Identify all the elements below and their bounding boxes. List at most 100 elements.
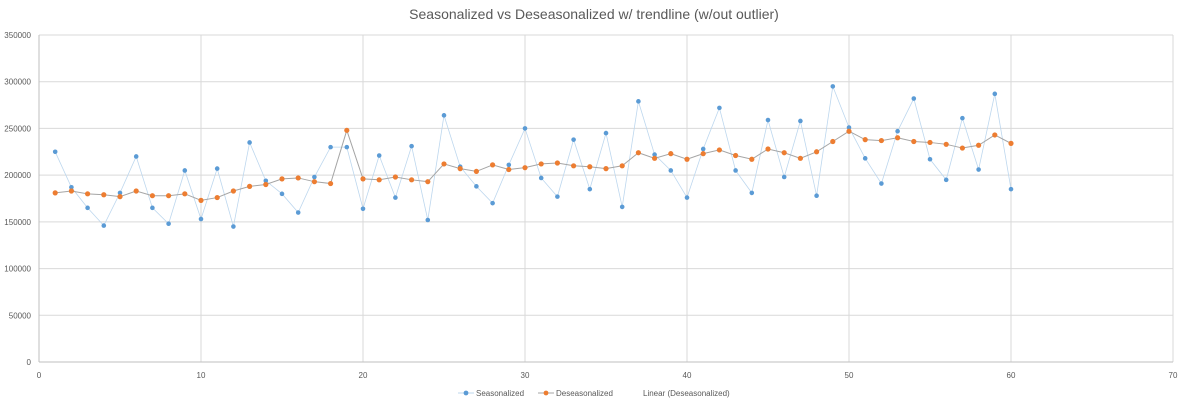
legend-label: Linear (Deseasonalized) (643, 389, 730, 398)
seasonalized-point (846, 125, 852, 130)
seasonalized-point (376, 153, 382, 158)
deseasonalized-point (878, 137, 885, 144)
grid (39, 34, 1174, 362)
seasonalized-point (749, 190, 755, 196)
seasonalized-point (814, 193, 819, 198)
deseasonalized-point (214, 194, 220, 201)
deseasonalized-point (328, 180, 334, 187)
seasonalized-point (992, 91, 998, 97)
x-tick-label: 60 (1007, 371, 1016, 380)
deseasonalized-point (457, 166, 463, 172)
seasonalized-point (976, 167, 981, 172)
seasonalized-point (133, 154, 139, 159)
deseasonalized-point (149, 193, 155, 199)
deseasonalized-point (52, 190, 58, 196)
seasonalized-point (619, 204, 625, 210)
seasonalized-point (247, 140, 252, 145)
x-tick-label: 50 (845, 371, 854, 380)
deseasonalized-point (749, 156, 755, 162)
seasonalized-point (231, 224, 236, 229)
seasonalized-point (182, 168, 188, 173)
deseasonalized-point (441, 161, 447, 167)
seasonalized-point (555, 194, 560, 199)
deseasonalized-point (473, 168, 479, 175)
deseasonalized-point (814, 149, 820, 155)
legend-marker-swatch (543, 390, 549, 396)
deseasonalized-point (554, 160, 561, 166)
seasonalized-point (52, 149, 58, 155)
seasonalized-point (150, 205, 155, 211)
deseasonalized-point (182, 191, 188, 197)
seasonalized-point (587, 186, 593, 192)
x-tick-label: 10 (197, 371, 206, 380)
y-tick-label: 300000 (4, 78, 31, 87)
chart-title: Seasonalized vs Deseasonalized w/ trendl… (409, 6, 779, 22)
y-tick-label: 100000 (4, 265, 31, 274)
axes: 0 50000 100000 150000 200000 250000 300000 3500… (4, 31, 1178, 380)
deseasonalized-point (895, 135, 901, 141)
deseasonalized-point (733, 152, 739, 159)
deseasonalized-point (295, 175, 301, 181)
seasonalized-point (927, 156, 933, 162)
deseasonalized-point (619, 163, 625, 169)
legend-label: Seasonalized (476, 389, 524, 398)
deseasonalized-point (635, 150, 642, 156)
seasonalized-point (781, 174, 787, 180)
seasonalized-point (571, 137, 576, 142)
seasonalized-point (312, 174, 317, 180)
legend-marker-swatch (463, 390, 469, 396)
legend-seasonalized: Seasonalized (458, 389, 524, 398)
deseasonalized-point (716, 147, 723, 153)
seasonalized-point (101, 223, 107, 228)
seasonalized-point (117, 190, 123, 196)
deseasonalized-point (652, 155, 658, 161)
deseasonalized-point (668, 151, 674, 157)
deseasonalized-point (311, 179, 317, 185)
deseasonalized-point (263, 181, 269, 188)
seasonalized-point (943, 177, 949, 183)
seasonalized-point (895, 128, 900, 134)
x-tick-label: 0 (37, 371, 42, 380)
deseasonalized-point (409, 177, 415, 183)
seasonalized-point (538, 175, 544, 181)
deseasonalized-point (587, 164, 593, 170)
seasonalized-point (214, 166, 220, 171)
deseasonalized-point (425, 179, 431, 185)
deseasonalized-point (360, 176, 366, 182)
deseasonalized-point (392, 174, 398, 180)
seasonalized-point (474, 184, 479, 189)
seasonalized-point (717, 105, 722, 111)
y-tick-label: 350000 (4, 31, 31, 40)
y-tick-label: 200000 (4, 171, 31, 180)
series-lines (54, 84, 1012, 227)
seasonalized-point (960, 115, 965, 121)
seasonalized-point (393, 195, 398, 200)
deseasonalized-point (911, 138, 917, 145)
seasonalized-point (441, 113, 447, 118)
deseasonalized-point (992, 132, 998, 138)
deseasonalized-point (376, 177, 382, 183)
x-tick-label: 70 (1169, 371, 1178, 380)
deseasonalized-point (846, 128, 852, 134)
deseasonalized-point (1008, 140, 1014, 146)
deseasonalized-point (490, 162, 496, 168)
seasonalized-point (830, 84, 836, 89)
seasonalized-point (603, 130, 609, 136)
legend: Seasonalized Deseasonalized Linear (Deseas… (458, 389, 730, 398)
deseasonalized-point (198, 197, 204, 203)
seasonalized-point (652, 152, 657, 157)
deseasonalized-point (684, 156, 690, 162)
seasonalized-point (862, 156, 868, 161)
deseasonalized-point (959, 145, 966, 151)
seasonalized-point (911, 96, 917, 101)
seasonalized-point (425, 217, 431, 223)
legend-linear-deseasonalized: Linear (Deseasonalized) (643, 389, 730, 398)
seasonalized-point (700, 146, 706, 152)
deseasonalized-point (603, 166, 609, 172)
deseasonalized-point (700, 151, 706, 157)
seasonalized-point (636, 99, 641, 104)
deseasonalized-point (862, 137, 868, 143)
y-tick-label: 0 (27, 358, 32, 367)
x-tick-label: 20 (359, 371, 368, 380)
